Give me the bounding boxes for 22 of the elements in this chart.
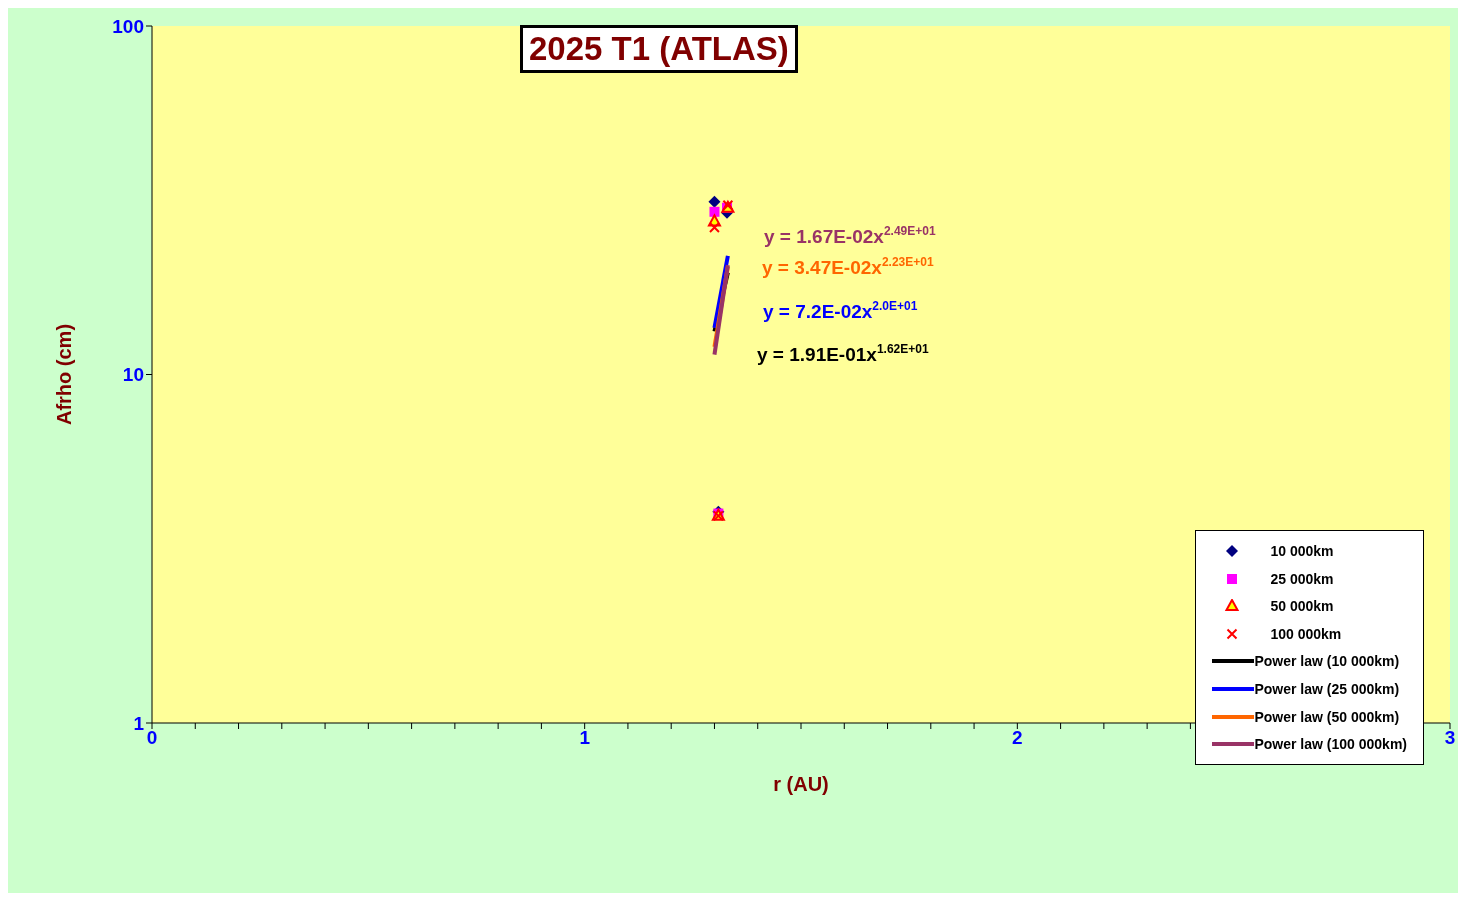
annotation: y = 1.91E-01x$^{1.62E+01}$: [757, 342, 929, 365]
legend-label: 10 000km: [1270, 543, 1334, 560]
x-tick-label: 0: [146, 727, 158, 749]
legend-label: 100 000km: [1270, 625, 1342, 642]
legend-label: Power law (100 000km): [1254, 736, 1407, 753]
legend-label: Power law (50 000km): [1254, 708, 1400, 725]
annotation: y = 1.67E-02x$^{2.49E+01}$: [764, 224, 936, 247]
y-tick-label: 10: [122, 364, 144, 386]
legend-label: Power law (25 000km): [1254, 681, 1400, 698]
x-tick-label: 2: [1012, 727, 1023, 749]
legend-label: Power law (10 000km): [1254, 653, 1400, 670]
y-tick-label: 100: [112, 15, 144, 37]
x-tick-label: 3: [1444, 727, 1456, 749]
chart-title: 2025 T1 (ATLAS): [520, 25, 798, 73]
y-axis-title: Afrho (cm): [53, 323, 76, 426]
legend-label: 25 000km: [1270, 570, 1334, 587]
x-axis-title: r (AU): [773, 773, 829, 795]
y-tick-label: 1: [133, 712, 145, 734]
legend-label: 50 000km: [1270, 598, 1334, 615]
annotation: y = 7.2E-02x$^{2.0E+01}$: [763, 299, 918, 322]
annotation: y = 3.47E-02x$^{2.23E+01}$: [762, 255, 934, 278]
x-tick-label: 1: [579, 727, 591, 749]
